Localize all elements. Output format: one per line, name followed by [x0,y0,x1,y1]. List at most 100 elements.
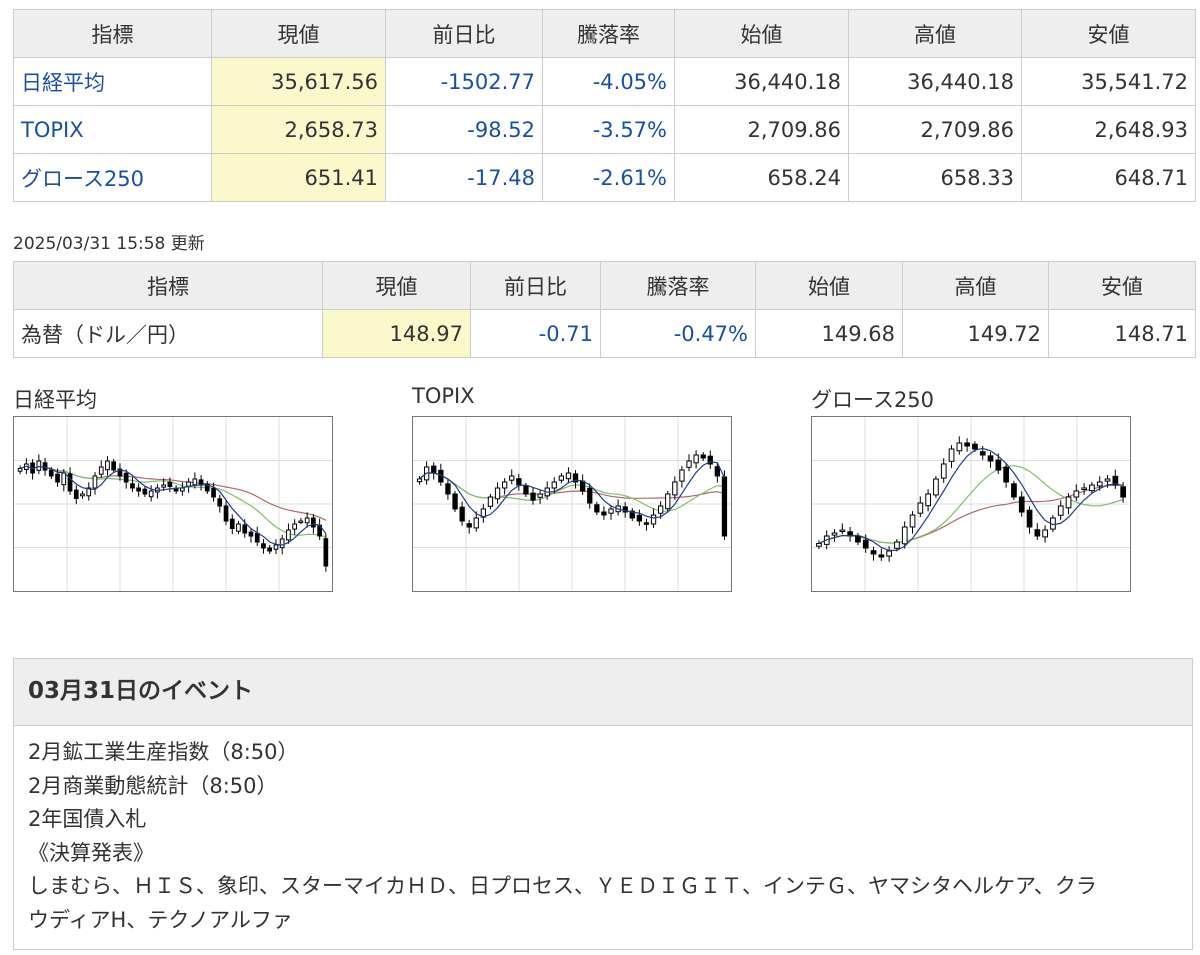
growth250-chart-svg [812,417,1130,591]
candle-body [105,460,110,471]
candle-body [987,455,994,462]
candle-body [323,538,329,567]
growth250-chart-title: グロース250 [811,388,935,412]
col-high: 高値 [902,261,1049,310]
current-cell: 35,617.56 [211,57,386,106]
candle-body [870,550,877,555]
ma-short-line [818,447,1124,551]
candle-body [572,473,579,483]
fx-table: 指標 現値 前日比 騰落率 始値 高値 安値 為替（ドル／円） 148.97 -… [13,261,1196,358]
candle-body [1018,496,1025,513]
change-cell: -98.52 [385,105,543,154]
change-cell: -1502.77 [385,57,543,106]
candle-body [672,481,678,496]
nikkei-link[interactable]: 日経平均 [21,70,105,95]
candle-body [721,476,728,537]
candle-body [123,472,129,483]
candle-body [940,463,947,479]
change-pct-cell: -2.61% [542,153,675,202]
candle-body [473,517,479,529]
high-cell: 2,709.86 [848,105,1022,154]
candle-body [1011,483,1017,498]
col-low: 安値 [1021,9,1196,58]
candle-body [693,454,699,464]
index-name-cell: 日経平均 [13,57,212,106]
indices-table: 指標 現値 前日比 騰落率 始値 高値 安値 日経平均 35,617.56 -1… [13,9,1196,202]
table-row: 為替（ドル／円） 148.97 -0.71 -0.47% 149.68 149.… [13,309,1196,358]
table-row: 日経平均 35,617.56 -1502.77 -4.05% 36,440.18… [13,57,1196,106]
candle-body [236,523,241,532]
table-row: TOPIX 2,658.73 -98.52 -3.57% 2,709.86 2,… [13,105,1196,154]
candle-body [431,465,437,474]
candle-body [98,466,104,475]
candle-body [167,481,173,488]
candle-body [61,472,67,486]
candle-body [608,508,614,514]
candle-body [862,539,869,549]
event-item: 2月鉱工業生産指数（8:50） [28,740,299,764]
candle-body [594,504,600,513]
nikkei-chart[interactable] [13,416,333,592]
candle-body [117,468,123,477]
candle-body [92,475,98,489]
candle-body [1089,484,1095,492]
candle-body [80,493,85,497]
candle-body [217,498,223,507]
high-cell: 149.72 [902,309,1049,358]
event-item: しまむら、ＨＩＳ、象印、スターマイカＨＤ、日プロセス、ＹＥＤＩＧＩＴ、インテＧ、… [28,874,1097,898]
candle-body [964,442,971,447]
candle-body [311,517,316,528]
candle-body [886,550,893,557]
candle-body [933,478,939,496]
nikkei-chart-svg [14,417,332,591]
candle-body [292,523,297,530]
candle-body [487,496,494,507]
growth250-chart[interactable] [811,416,1131,592]
ma-short-line [419,460,726,519]
candle-body [198,479,204,486]
topix-chart-svg [413,417,731,591]
candle-body [979,451,986,456]
col-change: 前日比 [385,9,543,58]
candle-body [142,488,148,495]
topix-link[interactable]: TOPIX [21,117,84,142]
col-current: 現値 [322,261,471,310]
candle-body [995,459,1002,471]
events-list: 2月鉱工業生産指数（8:50） 2月商業動態統計（8:50） 2年国債入札 《決… [14,726,1192,937]
candle-body [565,472,572,480]
candle-body [972,443,978,450]
candle-body [1081,487,1087,490]
candle-body [452,493,458,510]
candle-body [894,541,900,549]
low-cell: 35,541.72 [1021,57,1196,106]
ma-short-line [19,465,327,546]
candle-body [192,478,198,486]
col-change-pct: 騰落率 [542,9,675,58]
low-cell: 2,648.93 [1021,105,1196,154]
candle-body [416,478,423,483]
candle-body [1073,490,1080,498]
open-cell: 658.24 [674,153,849,202]
candle-body [1034,529,1041,537]
growth250-link[interactable]: グロース250 [21,166,145,191]
candle-body [36,460,42,471]
candle-body [831,532,838,536]
candle-body [186,481,191,487]
candle-body [855,535,861,543]
open-cell: 36,440.18 [674,57,849,106]
candle-body [55,473,60,483]
candle-body [516,478,522,486]
candle-body [161,484,167,488]
open-cell: 149.68 [755,309,903,358]
candle-body [878,554,885,558]
candle-body [686,460,692,468]
candle-body [509,475,515,481]
candle-body [636,514,642,522]
fx-name-cell: 為替（ドル／円） [13,309,323,358]
candle-body [223,505,229,522]
topix-chart[interactable] [412,416,732,592]
candle-body [254,532,260,543]
candle-body [629,510,635,519]
candle-body [558,475,564,481]
candle-body [658,505,664,514]
